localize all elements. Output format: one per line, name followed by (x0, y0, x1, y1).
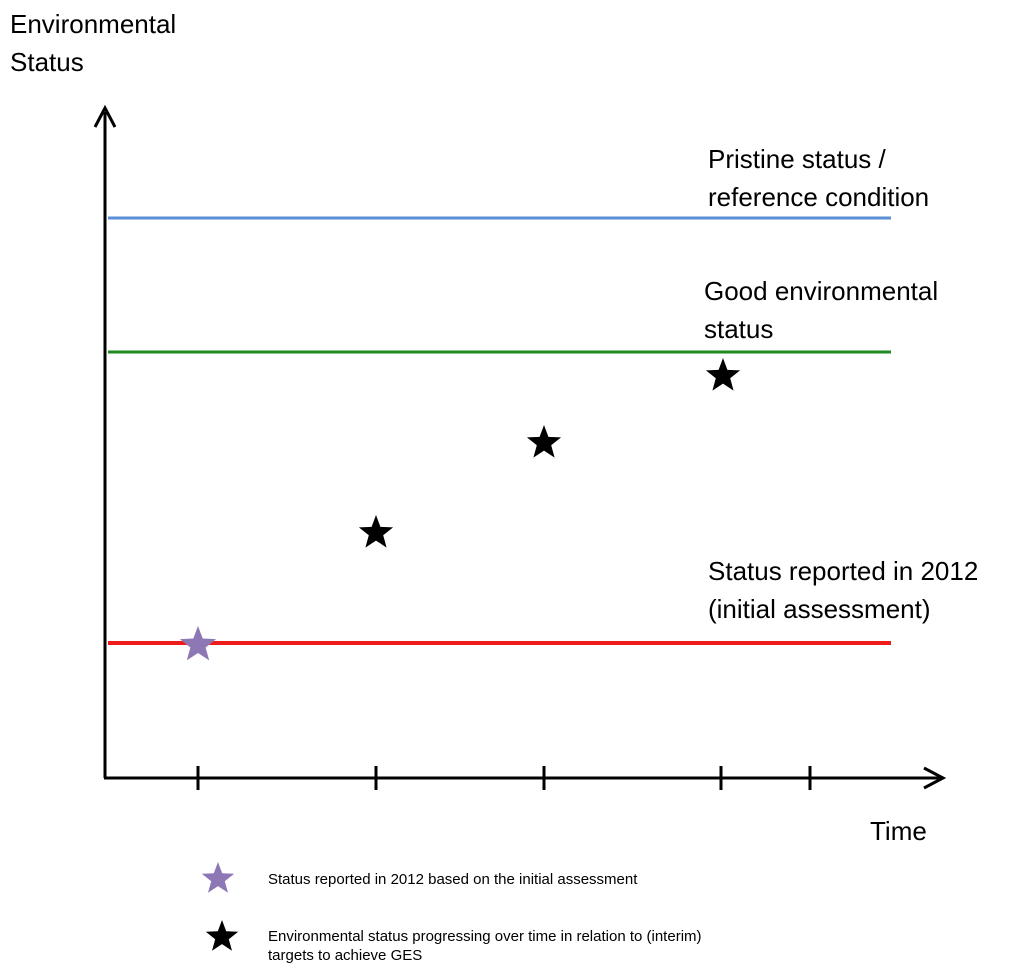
y-axis-label-line-1: Environmental (10, 9, 177, 39)
reported-label-line-1: Status reported in 2012 (708, 556, 979, 586)
initial-status-star-icon (179, 626, 217, 661)
y-axis-arrowhead (93, 104, 117, 128)
legend-purple-star-icon (201, 862, 235, 893)
reported-status-label: Status reported in 2012 (initial assessm… (708, 552, 978, 628)
pristine-status-label: Pristine status / reference condition (708, 140, 929, 216)
legend-text-progress-line-2: targets to achieve GES (268, 947, 423, 964)
good-status-label: Good environmental status (704, 272, 938, 348)
good-label-line-1: Good environmental (704, 276, 939, 306)
reported-label-line-2: (initial assessment) (708, 594, 931, 624)
progress-star-icon-3 (705, 358, 741, 391)
legend-item-initial: Status reported in 2012 based on the ini… (268, 870, 637, 889)
y-axis-label: Environmental Status (10, 5, 176, 81)
legend-black-star-icon (205, 920, 239, 951)
stars-layer (179, 358, 741, 951)
pristine-label-line-2: reference condition (708, 182, 930, 212)
x-axis-label: Time (870, 816, 927, 846)
legend-item-progress: Environmental status progressing over ti… (268, 927, 702, 965)
x-axis-arrowhead (923, 766, 947, 790)
legend-text-progress-line-1: Environmental status progressing over ti… (268, 928, 702, 945)
legend-text-initial: Status reported in 2012 based on the ini… (268, 871, 638, 888)
progress-star-icon-1 (358, 515, 394, 548)
progress-star-icon-2 (526, 425, 562, 458)
pristine-label-line-1: Pristine status / (708, 144, 886, 174)
y-axis-label-line-2: Status (10, 47, 84, 77)
good-label-line-2: status (704, 314, 774, 344)
